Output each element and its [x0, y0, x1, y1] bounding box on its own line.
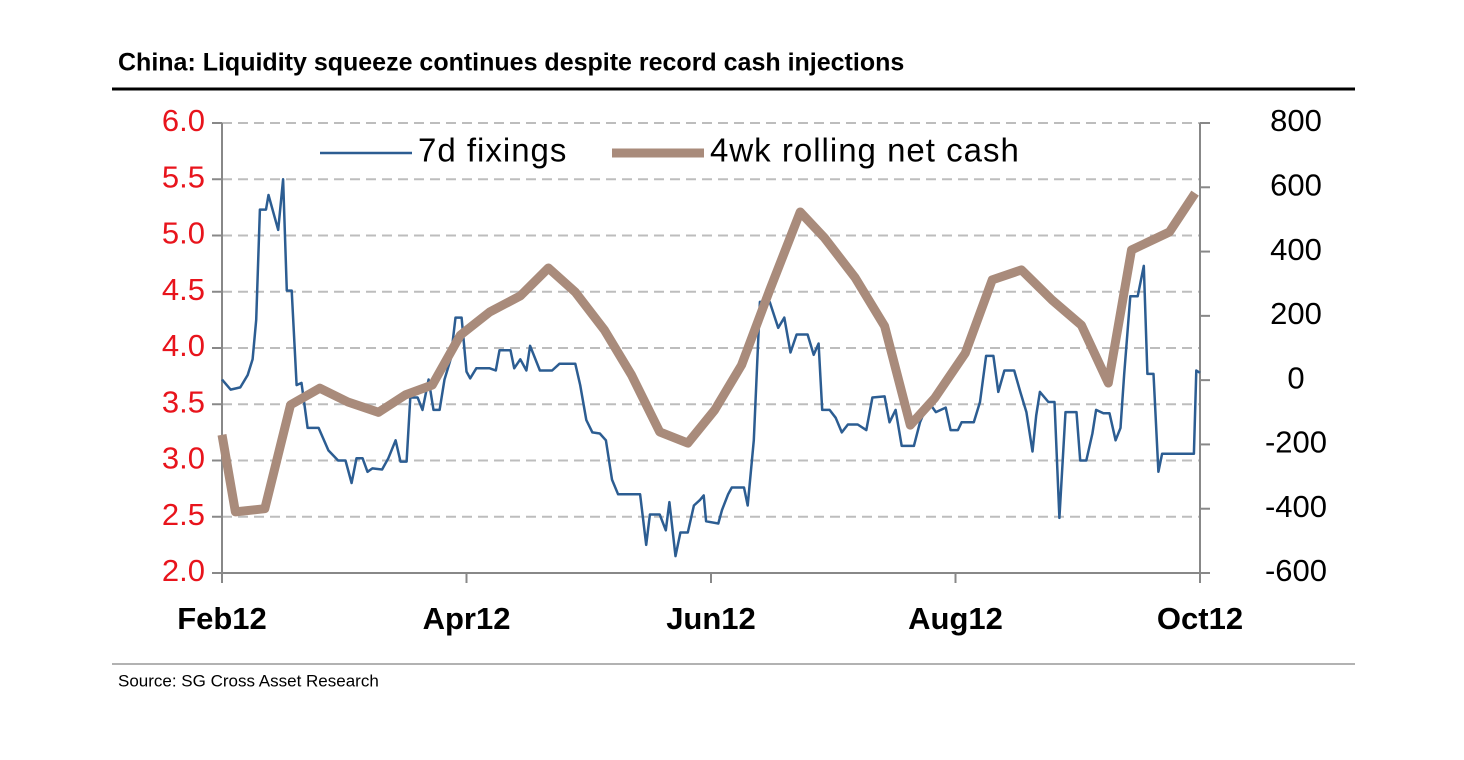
- y2-tick-label: 200: [1270, 296, 1322, 331]
- series-line: [221, 178, 1201, 558]
- source-note: Source: SG Cross Asset Research: [118, 671, 379, 690]
- y-tick-label: 5.0: [162, 216, 205, 251]
- x-tick-label: Apr12: [423, 601, 511, 636]
- x-tick-label: Oct12: [1157, 601, 1243, 636]
- x-tick-label: Jun12: [666, 601, 756, 636]
- y2-tick-label: 800: [1270, 103, 1322, 138]
- y-tick-label: 3.0: [162, 441, 205, 476]
- x-tick-label: Aug12: [908, 601, 1003, 636]
- y2-tick-label: 600: [1270, 167, 1322, 202]
- y2-tick-label: 400: [1270, 232, 1322, 267]
- y-tick-label: 5.5: [162, 159, 205, 194]
- y-tick-label: 2.5: [162, 497, 205, 532]
- legend-label: 4wk rolling net cash: [710, 132, 1020, 169]
- legend-label: 7d fixings: [418, 132, 567, 169]
- series-line: [217, 190, 1199, 517]
- y-tick-label: 4.0: [162, 328, 205, 363]
- y2-tick-label: -400: [1265, 489, 1327, 524]
- y-tick-label: 6.0: [162, 103, 205, 138]
- y2-tick-label: -600: [1265, 553, 1327, 588]
- x-tick-label: Feb12: [177, 601, 267, 636]
- y2-tick-label: 0: [1287, 360, 1304, 395]
- y-tick-label: 2.0: [162, 553, 205, 588]
- y-tick-label: 3.5: [162, 384, 205, 419]
- y-tick-label: 4.5: [162, 272, 205, 307]
- chart-title: China: Liquidity squeeze continues despi…: [118, 49, 904, 77]
- y2-tick-label: -200: [1265, 425, 1327, 460]
